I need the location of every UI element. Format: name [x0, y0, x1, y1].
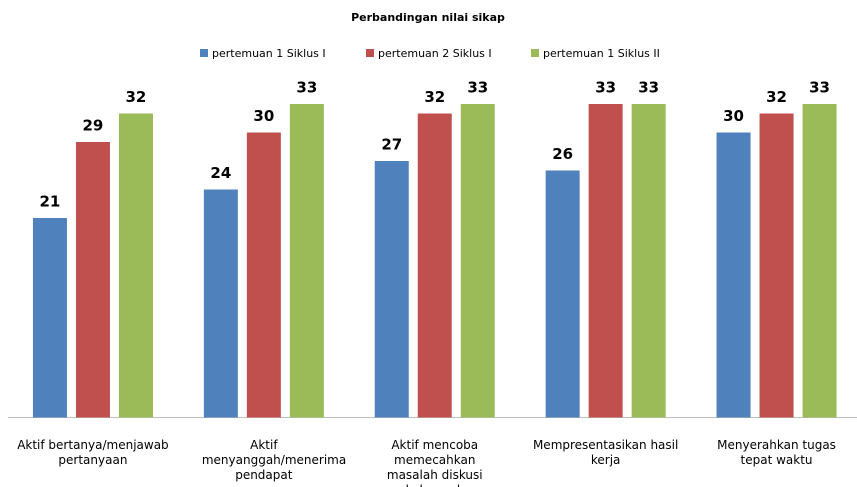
legend-label: pertemuan 1 Siklus I [212, 47, 326, 60]
data-label: 32 [766, 88, 787, 106]
legend-swatch [366, 49, 374, 57]
bar [118, 113, 153, 418]
bar [545, 170, 580, 418]
bar [460, 104, 495, 418]
bar [759, 113, 794, 418]
data-label: 33 [467, 79, 488, 97]
data-label: 30 [253, 107, 274, 125]
legend-swatch [200, 49, 208, 57]
bar [588, 104, 623, 418]
bar [246, 132, 281, 418]
data-label: 32 [126, 88, 147, 106]
bar [75, 142, 110, 418]
x-tick-label: Aktif bertanya/menjawab pertanyaan [17, 438, 169, 467]
legend-swatch [531, 49, 539, 57]
legend-label: pertemuan 2 Siklus I [378, 47, 492, 60]
x-tick-label: Aktif menyanggah/menerima pendapat [201, 438, 347, 482]
bar [289, 104, 324, 418]
x-tick-label: Mempresentasikan hasil kerja [532, 438, 679, 467]
data-label: 30 [723, 107, 744, 125]
data-label: 33 [638, 79, 659, 97]
bar [374, 161, 409, 418]
chart-title: Perbandingan nilai sikap [351, 11, 505, 24]
bar [32, 218, 67, 418]
data-label: 29 [83, 117, 104, 135]
x-tick-label: Aktif mencoba memecahkan masalah diskusi… [386, 438, 483, 487]
bar [716, 132, 751, 418]
data-label: 21 [40, 193, 61, 211]
data-label: 26 [552, 145, 573, 163]
bar [631, 104, 666, 418]
bar [802, 104, 837, 418]
data-label: 33 [296, 79, 317, 97]
data-label: 32 [424, 88, 445, 106]
legend-label: pertemuan 1 Siklus II [543, 47, 660, 60]
bar [203, 189, 238, 418]
data-label: 33 [809, 79, 830, 97]
bar [417, 113, 452, 418]
data-label: 27 [381, 136, 402, 154]
data-label: 33 [595, 79, 616, 97]
data-label: 24 [210, 164, 231, 182]
x-tick-label: Menyerahkan tugas tepat waktu [717, 438, 836, 467]
